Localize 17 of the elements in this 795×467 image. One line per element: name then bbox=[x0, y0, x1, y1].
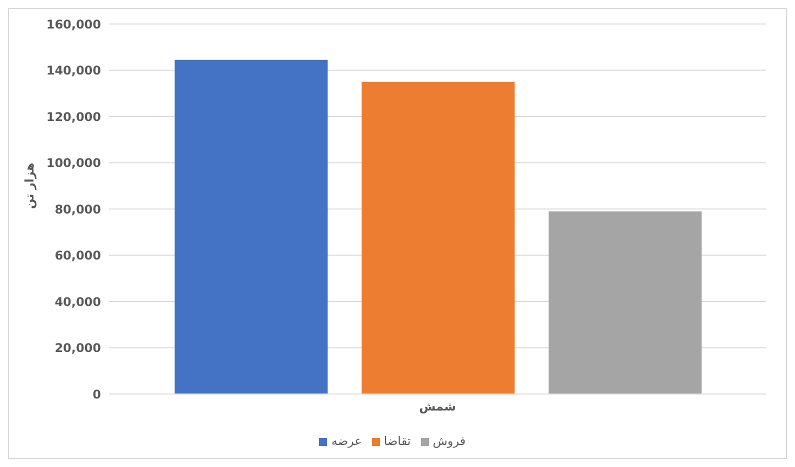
y-tick-label: 160,000 bbox=[46, 17, 101, 32]
bar bbox=[174, 60, 328, 394]
bar bbox=[362, 82, 515, 394]
y-tick-label: 0 bbox=[92, 387, 101, 402]
y-tick-label: 80,000 bbox=[54, 202, 101, 216]
legend-label: تقاضا bbox=[384, 434, 411, 448]
legend-label: فروش bbox=[432, 434, 466, 448]
y-tick-label: 140,000 bbox=[46, 64, 101, 78]
y-tick-label: 40,000 bbox=[54, 294, 101, 309]
y-tick-label: 120,000 bbox=[46, 110, 101, 124]
legend-label: عرضه bbox=[331, 434, 362, 448]
y-tick-label: 100,000 bbox=[46, 156, 101, 170]
x-tick-label: شمش bbox=[419, 400, 456, 414]
bar bbox=[548, 211, 702, 394]
y-tick-label: 20,000 bbox=[54, 341, 101, 356]
y-axis-title: هزار تن bbox=[22, 162, 36, 209]
y-tick-label: 60,000 bbox=[54, 248, 101, 263]
